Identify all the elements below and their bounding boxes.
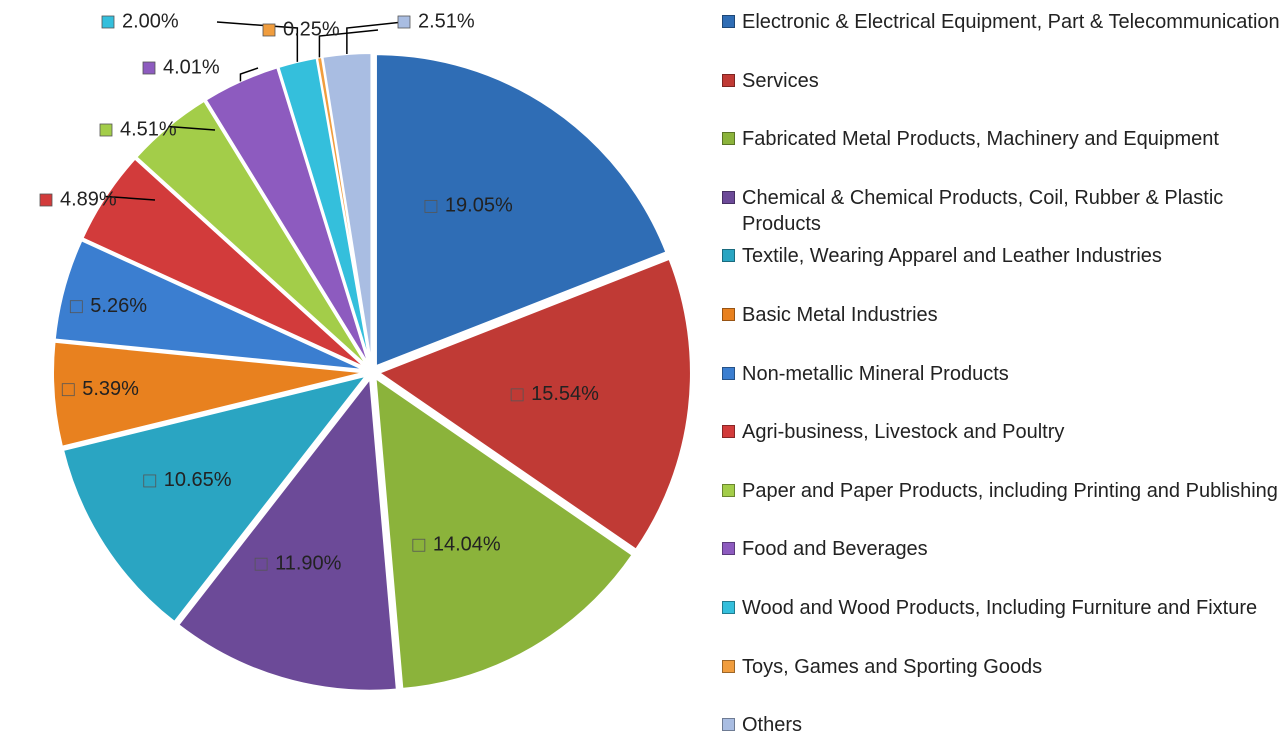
legend-item: Electronic & Electrical Equipment, Part … <box>722 9 1288 35</box>
data-label: 10.65% <box>164 469 232 491</box>
legend-label: Services <box>742 69 819 92</box>
legend-swatch <box>722 132 735 146</box>
legend-item: Toys, Games and Sporting Goods <box>722 654 1288 680</box>
pie-slice <box>176 376 398 692</box>
legend-swatch <box>722 366 735 380</box>
legend-item: Others <box>722 712 1288 734</box>
label-marker <box>61 383 75 397</box>
pie-slice <box>376 257 692 552</box>
legend-label: Non-metallic Mineral Products <box>742 362 1009 385</box>
data-label: 0.25% <box>283 18 340 40</box>
legend-item: Paper and Paper Products, including Prin… <box>722 478 1288 504</box>
data-label: 5.26% <box>90 295 147 317</box>
data-label: 4.51% <box>120 118 177 140</box>
pie-slice <box>204 66 371 367</box>
label-marker <box>424 199 438 213</box>
label-marker <box>142 61 156 75</box>
legend-label: Chemical & Chemical Products, Coil, Rubb… <box>742 186 1224 235</box>
legend-swatch <box>722 718 735 732</box>
leader-line <box>346 21 404 54</box>
data-label: 14.04% <box>433 534 501 556</box>
label-marker <box>99 123 113 137</box>
leader-line <box>105 195 156 201</box>
pie-slice <box>53 239 366 372</box>
legend-item: Non-metallic Mineral Products <box>722 361 1288 387</box>
legend-swatch <box>722 15 735 28</box>
data-label: 4.01% <box>163 56 220 78</box>
legend-item: Agri-business, Livestock and Poultry <box>722 419 1288 445</box>
legend-swatch <box>722 73 735 87</box>
legend-swatch <box>722 249 735 263</box>
label-marker <box>254 557 268 571</box>
legend-item: Basic Metal Industries <box>722 302 1288 328</box>
legend-swatch <box>722 483 735 497</box>
label-marker <box>510 388 524 402</box>
pie-slice <box>374 376 634 690</box>
legend-item: Fabricated Metal Products, Machinery and… <box>722 126 1288 152</box>
legend-swatch <box>722 542 735 556</box>
leader-line <box>318 29 379 58</box>
legend-label: Fabricated Metal Products, Machinery and… <box>742 128 1219 151</box>
legend-swatch <box>722 190 735 204</box>
label-marker <box>262 23 276 37</box>
pie-area: 19.05% 15.54% 14.04% 11.90% 10.65% 5.39% 5.26%… <box>39 10 692 692</box>
legend-label: Agri-business, Livestock and Poultry <box>742 421 1065 444</box>
legend-swatch <box>722 425 735 439</box>
leader-line <box>216 21 299 62</box>
legend-item: Chemical & Chemical Products, Coil, Rubb… <box>722 185 1288 237</box>
data-label: 11.90% <box>275 552 342 574</box>
legend-label: Electronic & Electrical Equipment, Part … <box>742 11 1280 33</box>
label-marker <box>39 193 53 207</box>
leader-line <box>239 67 259 82</box>
label-marker <box>101 15 115 29</box>
legend-swatch <box>722 659 735 673</box>
legend-swatch <box>722 601 735 614</box>
legend-label: Wood and Wood Products, Including Furnit… <box>742 597 1258 619</box>
pie-slice <box>374 53 668 368</box>
legend-label: Toys, Games and Sporting Goods <box>742 655 1043 678</box>
legend-item: Services <box>722 68 1288 94</box>
legend-item: Food and Beverages <box>722 536 1288 562</box>
data-label: 2.51% <box>418 10 475 32</box>
label-marker <box>412 538 426 552</box>
data-label: 5.39% <box>82 378 139 400</box>
label-marker <box>143 474 157 488</box>
legend-item: Textile, Wearing Apparel and Leather Ind… <box>722 243 1288 269</box>
pie-slice <box>52 340 366 448</box>
legend-item: Wood and Wood Products, Including Furnit… <box>722 595 1288 621</box>
legend-label: Others <box>742 714 803 734</box>
leader-line <box>168 125 216 131</box>
legend-swatch <box>722 308 735 321</box>
legend-label: Basic Metal Industries <box>742 304 938 326</box>
data-label: 19.05% <box>445 195 513 217</box>
data-label: 4.89% <box>60 188 117 210</box>
legend-label: Food and Beverages <box>742 538 928 561</box>
label-marker <box>397 15 411 29</box>
label-marker <box>69 300 83 314</box>
pie-slice <box>61 374 369 624</box>
data-label: 15.54% <box>531 383 599 405</box>
legend-label: Paper and Paper Products, including Prin… <box>742 479 1278 502</box>
legend-label: Textile, Wearing Apparel and Leather Ind… <box>742 245 1162 268</box>
data-label: 2.00% <box>122 10 179 32</box>
